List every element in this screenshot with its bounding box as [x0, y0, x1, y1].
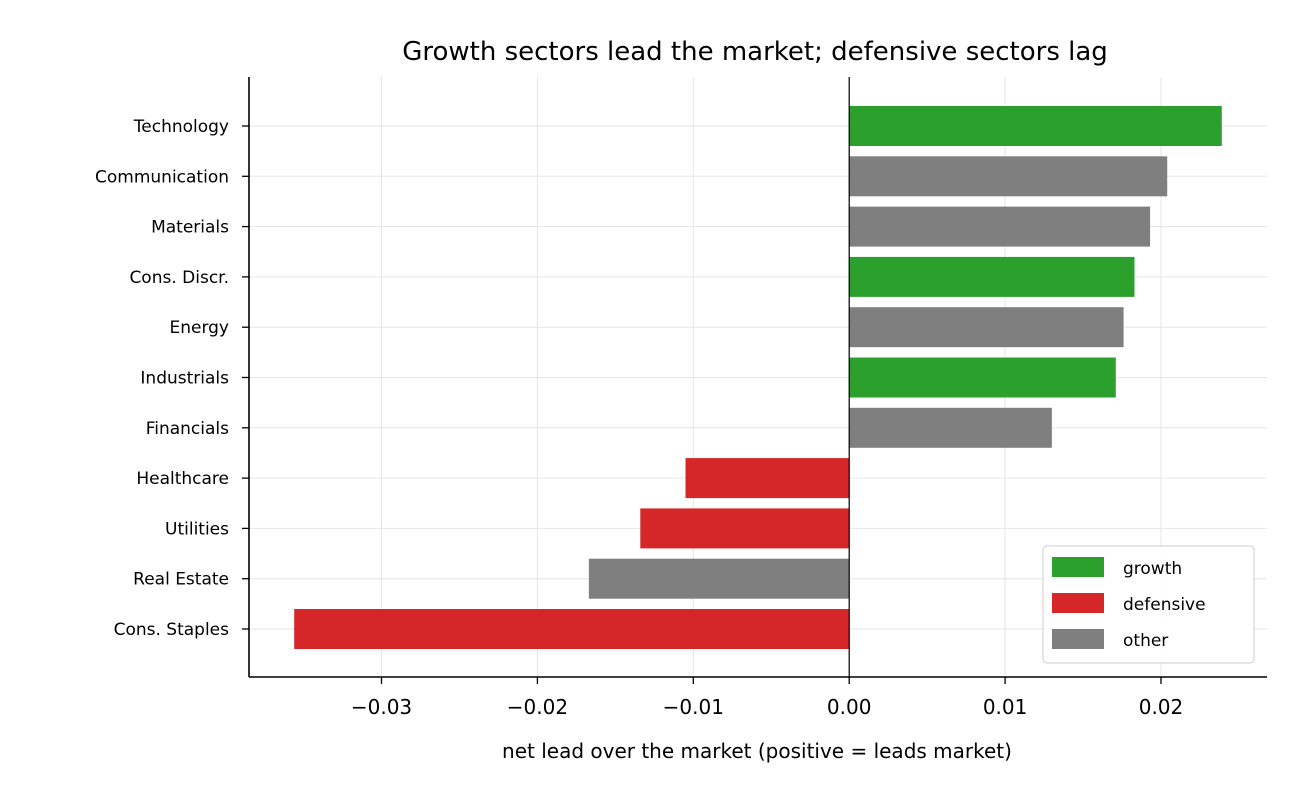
legend-swatch-defensive — [1052, 593, 1104, 613]
y-tick-labels: Technology Communication Materials Cons. Di… — [95, 117, 249, 640]
chart-title: Growth sectors lead the market; defensiv… — [402, 37, 1108, 67]
bars — [294, 106, 1222, 649]
x-tick-label: −0.03 — [351, 695, 412, 719]
y-tick-label: Healthcare — [136, 469, 229, 489]
y-tick-label: Cons. Staples — [114, 620, 230, 640]
x-tick-label: 0.00 — [827, 695, 872, 719]
bar-financials — [849, 407, 1052, 448]
bar-energy — [849, 307, 1124, 348]
y-tick-label: Cons. Discr. — [129, 268, 229, 288]
bar-real-estate — [588, 558, 850, 599]
bar-materials — [849, 206, 1151, 247]
y-tick-label: Communication — [95, 167, 229, 187]
x-tick-labels: −0.03 −0.02 −0.01 0.00 0.01 0.02 — [351, 677, 1183, 719]
legend: growth defensive other — [1042, 545, 1255, 664]
legend-label-growth: growth — [1123, 559, 1182, 579]
bar-technology — [849, 106, 1222, 146]
bar-industrials — [849, 357, 1116, 398]
bar-communication — [849, 156, 1168, 197]
y-tick-label: Industrials — [140, 369, 229, 389]
bar-healthcare — [685, 458, 850, 499]
legend-swatch-growth — [1052, 557, 1104, 577]
y-tick-label: Energy — [169, 318, 229, 338]
y-tick-label: Technology — [133, 117, 229, 137]
bar-cons-staples — [294, 609, 850, 649]
legend-label-other: other — [1123, 631, 1168, 651]
y-tick-label: Financials — [146, 419, 229, 439]
x-tick-label: −0.02 — [507, 695, 568, 719]
legend-label-defensive: defensive — [1123, 595, 1206, 615]
y-tick-label: Materials — [151, 218, 229, 238]
x-tick-label: 0.01 — [983, 695, 1028, 719]
bar-cons-discr — [849, 256, 1135, 297]
x-tick-label: 0.02 — [1139, 695, 1184, 719]
x-axis-label: net lead over the market (positive = lea… — [502, 739, 1012, 763]
bar-utilities — [640, 508, 850, 549]
y-tick-label: Utilities — [165, 519, 229, 539]
legend-swatch-other — [1052, 629, 1104, 649]
y-tick-label: Real Estate — [133, 570, 229, 590]
x-tick-label: −0.01 — [663, 695, 724, 719]
